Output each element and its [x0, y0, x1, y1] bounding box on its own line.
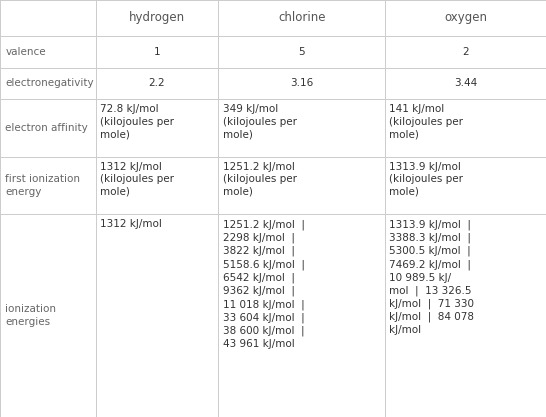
Text: ionization
energies: ionization energies	[5, 304, 56, 327]
Bar	[218, 157, 385, 214]
Text: valence: valence	[5, 47, 46, 57]
Bar	[0, 214, 96, 417]
Text: 1251.2 kJ/mol
(kilojoules per
mole): 1251.2 kJ/mol (kilojoules per mole)	[223, 162, 297, 196]
Bar	[96, 68, 218, 99]
Bar	[0, 0, 96, 36]
Bar	[385, 214, 546, 417]
Bar	[218, 0, 385, 36]
Bar	[96, 0, 218, 36]
Text: first ionization
energy: first ionization energy	[5, 174, 80, 197]
Text: 1: 1	[153, 47, 161, 57]
Text: 3.16: 3.16	[290, 78, 313, 88]
Bar	[218, 68, 385, 99]
Text: 2: 2	[462, 47, 469, 57]
Text: 1313.9 kJ/mol
(kilojoules per
mole): 1313.9 kJ/mol (kilojoules per mole)	[389, 162, 464, 196]
Bar	[0, 157, 96, 214]
Bar	[385, 0, 546, 36]
Bar	[218, 36, 385, 68]
Text: 349 kJ/mol
(kilojoules per
mole): 349 kJ/mol (kilojoules per mole)	[223, 104, 297, 139]
Bar	[385, 99, 546, 157]
Text: 1312 kJ/mol: 1312 kJ/mol	[100, 219, 162, 229]
Text: electron affinity: electron affinity	[5, 123, 88, 133]
Text: 1251.2 kJ/mol  |
2298 kJ/mol  |
3822 kJ/mol  |
5158.6 kJ/mol  |
6542 kJ/mol  |
9: 1251.2 kJ/mol | 2298 kJ/mol | 3822 kJ/mo…	[223, 219, 305, 349]
Text: 1312 kJ/mol
(kilojoules per
mole): 1312 kJ/mol (kilojoules per mole)	[100, 162, 174, 196]
Text: electronegativity: electronegativity	[5, 78, 94, 88]
Bar	[96, 214, 218, 417]
Bar	[385, 68, 546, 99]
Bar	[0, 68, 96, 99]
Bar	[96, 99, 218, 157]
Text: 3.44: 3.44	[454, 78, 477, 88]
Text: 2.2: 2.2	[149, 78, 165, 88]
Text: 5: 5	[298, 47, 305, 57]
Text: oxygen: oxygen	[444, 11, 487, 25]
Text: chlorine: chlorine	[278, 11, 325, 25]
Bar	[385, 36, 546, 68]
Text: hydrogen: hydrogen	[129, 11, 185, 25]
Bar	[0, 36, 96, 68]
Bar	[385, 157, 546, 214]
Bar	[96, 157, 218, 214]
Bar	[0, 99, 96, 157]
Bar	[96, 36, 218, 68]
Bar	[218, 214, 385, 417]
Bar	[218, 99, 385, 157]
Text: 1313.9 kJ/mol  |
3388.3 kJ/mol  |
5300.5 kJ/mol  |
7469.2 kJ/mol  |
10 989.5 kJ/: 1313.9 kJ/mol | 3388.3 kJ/mol | 5300.5 k…	[389, 219, 474, 335]
Text: 72.8 kJ/mol
(kilojoules per
mole): 72.8 kJ/mol (kilojoules per mole)	[100, 104, 174, 139]
Text: 141 kJ/mol
(kilojoules per
mole): 141 kJ/mol (kilojoules per mole)	[389, 104, 464, 139]
